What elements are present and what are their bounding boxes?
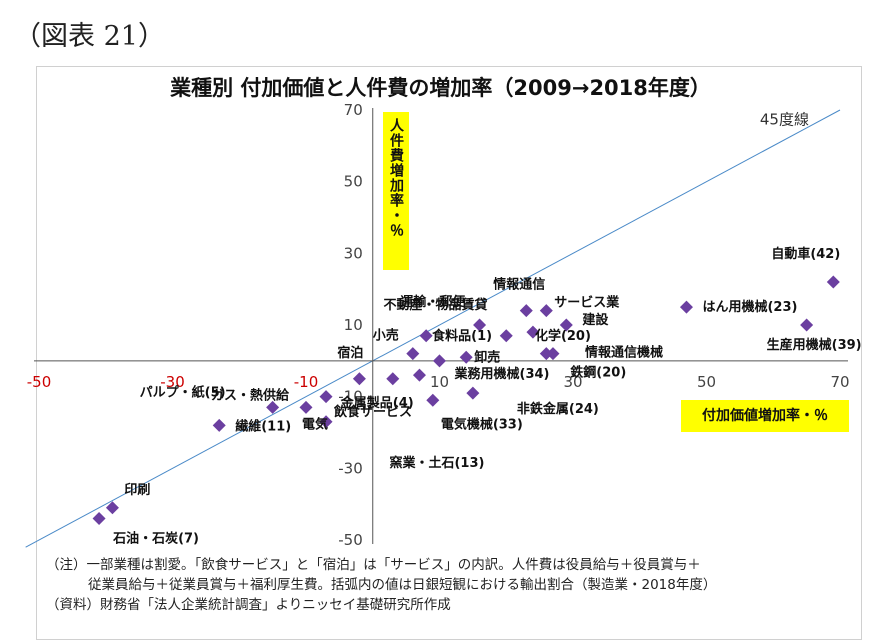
data-label: 非鉄金属(24) bbox=[517, 401, 599, 417]
data-label: ガス・熱供給 bbox=[211, 388, 290, 404]
x-tick-label: 70 bbox=[830, 373, 849, 391]
data-point bbox=[679, 300, 693, 314]
data-label: 繊維(11) bbox=[235, 418, 291, 434]
note-line-3: （資料）財務省「法人企業統計調査」よりニッセイ基礎研究所作成 bbox=[46, 597, 451, 613]
data-label: 印刷 bbox=[124, 483, 150, 498]
data-label: 業務用機械(34) bbox=[454, 366, 550, 382]
data-point bbox=[212, 418, 226, 432]
data-point bbox=[519, 304, 533, 318]
data-point bbox=[319, 390, 333, 404]
data-point bbox=[459, 350, 473, 364]
data-label: 化学(20) bbox=[535, 328, 591, 344]
y-tick-label: 50 bbox=[344, 173, 363, 191]
data-point bbox=[473, 318, 487, 332]
data-point bbox=[406, 347, 420, 361]
data-point bbox=[539, 347, 553, 361]
x-tick-label: 30 bbox=[563, 373, 582, 391]
y-axis-label-box bbox=[383, 112, 409, 270]
x-tick-label: -30 bbox=[160, 373, 185, 391]
note-line-1: （注）一部業種は割愛。「飲食サービス」と「宿泊」は「サービス」の内訳。人件費は役… bbox=[46, 557, 701, 573]
data-label: 宿泊 bbox=[337, 345, 363, 361]
data-point bbox=[419, 329, 433, 343]
x-tick-label: -50 bbox=[27, 373, 52, 391]
data-point bbox=[499, 329, 513, 343]
data-point bbox=[526, 325, 540, 339]
data-label: 食料品(1) bbox=[432, 328, 492, 344]
data-point bbox=[299, 400, 313, 414]
data-label: 自動車(42) bbox=[771, 246, 840, 262]
data-label: サービス業 bbox=[554, 295, 620, 311]
data-label: 金属製品(4) bbox=[340, 395, 414, 411]
data-point bbox=[539, 304, 553, 318]
data-label: 情報通信 bbox=[493, 277, 545, 293]
y-tick-label: -50 bbox=[338, 531, 363, 549]
data-label: 生産用機械(39) bbox=[767, 337, 862, 353]
chart-frame bbox=[36, 66, 862, 640]
data-label: 電気 bbox=[302, 416, 328, 432]
data-label: 運輸・郵便 bbox=[400, 294, 466, 310]
data-point bbox=[412, 368, 426, 382]
data-point bbox=[826, 275, 840, 289]
data-point bbox=[800, 318, 814, 332]
data-point bbox=[319, 415, 333, 429]
y-tick-label: -30 bbox=[338, 459, 363, 477]
figure-caption: （図表 21） bbox=[14, 21, 165, 52]
x-tick-label: 10 bbox=[430, 373, 449, 391]
reference-line-label: 45度線 bbox=[760, 110, 809, 128]
data-point bbox=[266, 400, 280, 414]
y-tick-label: 10 bbox=[344, 316, 363, 334]
y-axis-label: 人件費増加率・％ bbox=[388, 118, 404, 238]
x-tick-label: 50 bbox=[697, 373, 716, 391]
data-label: パルプ・紙(5) bbox=[140, 384, 226, 400]
y-tick-label: 30 bbox=[344, 244, 363, 262]
y-tick-label: 70 bbox=[344, 101, 363, 119]
data-point bbox=[105, 501, 119, 515]
data-point bbox=[466, 386, 480, 400]
data-label: 窯業・土石(13) bbox=[389, 455, 484, 471]
data-label: 小売 bbox=[373, 328, 399, 344]
data-label: 電気機械(33) bbox=[441, 416, 523, 432]
chart-title: 業種別 付加価値と人件費の増加率（2009→2018年度） bbox=[170, 76, 711, 100]
data-point bbox=[546, 347, 560, 361]
notes: （注）一部業種は割愛。「飲食サービス」と「宿泊」は「サービス」の内訳。人件費は役… bbox=[46, 555, 716, 615]
data-label: 不動産・物品賃貸 bbox=[384, 297, 488, 313]
y-tick-label: -10 bbox=[338, 388, 363, 406]
x-tick-label: -10 bbox=[294, 373, 319, 391]
data-label: 建設 bbox=[582, 312, 609, 328]
note-line-2: 従業員給与＋従業員賞与＋福利厚生費。括弧内の値は日銀短観における輸出割合（製造業… bbox=[88, 577, 717, 593]
data-point bbox=[433, 354, 446, 368]
data-label: 卸売 bbox=[474, 349, 500, 365]
data-label: 鉄鋼(20) bbox=[570, 365, 626, 381]
data-point bbox=[559, 318, 573, 332]
data-point bbox=[92, 512, 106, 525]
data-label: 飲食サービス bbox=[333, 404, 412, 420]
data-label: はん用機械(23) bbox=[702, 299, 797, 315]
data-label: 石油・石炭(7) bbox=[112, 531, 199, 547]
x-axis-label: 付加価値増加率・％ bbox=[681, 400, 849, 432]
data-point bbox=[352, 372, 366, 386]
data-point bbox=[386, 372, 400, 386]
reference-line-45deg bbox=[25, 109, 841, 548]
data-point bbox=[426, 393, 440, 407]
data-label: 情報通信機械 bbox=[585, 345, 663, 361]
